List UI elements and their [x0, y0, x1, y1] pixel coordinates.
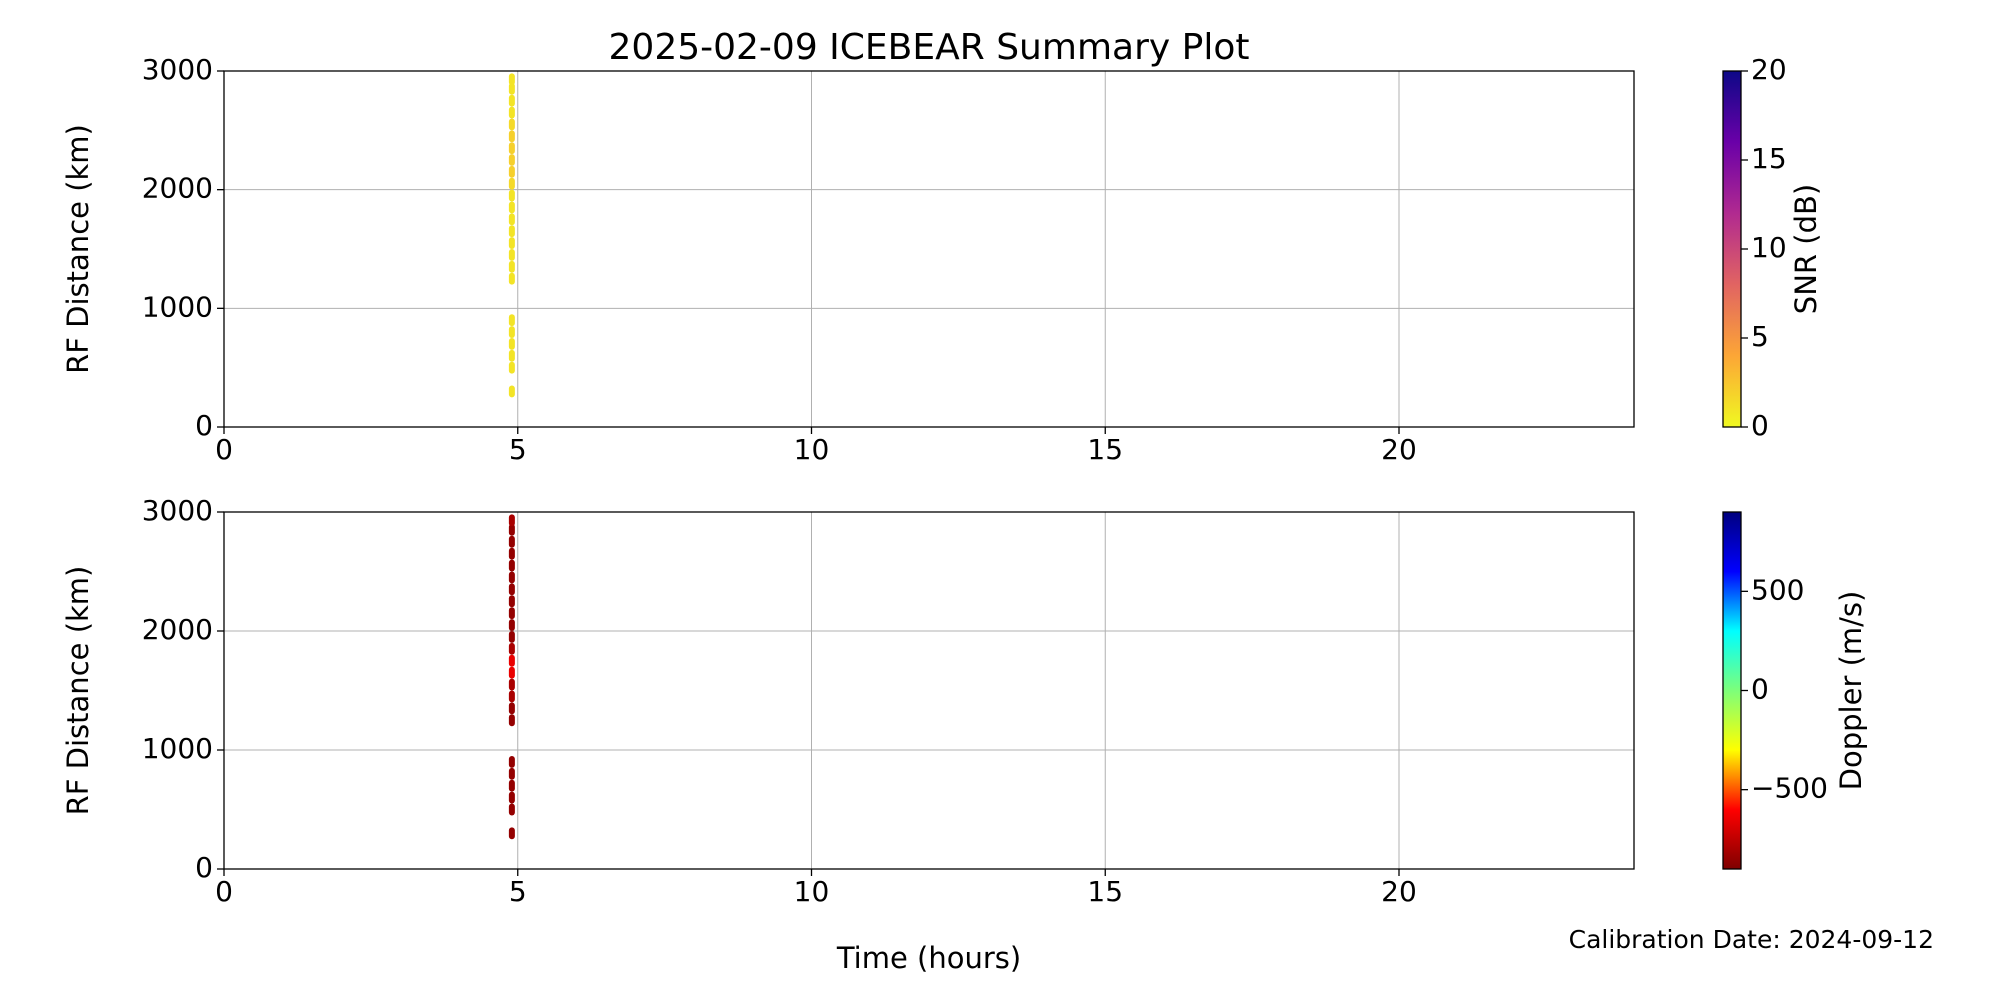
data-point	[508, 106, 515, 119]
data-point	[508, 142, 515, 155]
data-point	[508, 314, 515, 327]
data-point	[508, 523, 515, 536]
data-point	[508, 702, 515, 715]
y-tick-label: 3000	[142, 494, 213, 527]
colorbar-label: Doppler (m/s)	[1834, 591, 1868, 791]
data-point	[508, 326, 515, 338]
data-point	[508, 385, 515, 398]
data-point	[508, 571, 515, 584]
plot-frame	[223, 511, 1635, 870]
data-point	[508, 82, 515, 95]
data-point	[508, 535, 515, 548]
colorbar-tick-label: 20	[1751, 53, 1787, 86]
x-tick-label: 0	[215, 875, 233, 908]
data-point	[508, 607, 515, 620]
data-point	[508, 118, 515, 131]
y-tick-label: 0	[195, 851, 213, 884]
data-point	[508, 514, 515, 527]
data-point	[508, 779, 515, 792]
data-point	[508, 791, 515, 804]
colorbar-tick-label: 0	[1751, 673, 1769, 706]
data-point	[508, 559, 515, 572]
data-point	[508, 338, 515, 350]
data-point	[508, 177, 515, 190]
colorbar-tick-label: 10	[1751, 231, 1787, 264]
data-point	[508, 678, 515, 691]
data-point	[508, 714, 515, 727]
y-tick-label: 2000	[142, 172, 213, 205]
x-tick-label: 5	[509, 875, 527, 908]
x-tick-label: 5	[509, 433, 527, 466]
data-point	[508, 237, 515, 249]
y-tick-label: 1000	[142, 732, 213, 765]
data-point	[508, 755, 515, 768]
data-point	[508, 666, 515, 679]
x-tick-label: 0	[215, 433, 233, 466]
data-point	[508, 154, 515, 166]
colorbar	[1722, 70, 1742, 428]
data-point	[508, 690, 515, 703]
colorbar	[1722, 511, 1742, 870]
data-point	[508, 225, 515, 238]
data-point	[508, 260, 515, 273]
colorbar-tick-label: −500	[1751, 772, 1828, 805]
y-tick-label: 0	[195, 409, 213, 442]
colorbar-tick-label: 0	[1751, 409, 1769, 442]
data-point	[508, 631, 515, 643]
colorbar-tick-label: 500	[1751, 573, 1804, 606]
colorbar-label: SNR (dB)	[1789, 184, 1823, 314]
data-point	[508, 201, 515, 214]
y-tick-label: 2000	[142, 613, 213, 646]
x-tick-label: 20	[1381, 433, 1417, 466]
data-point	[508, 94, 515, 107]
data-point	[508, 642, 515, 655]
x-tick-label: 10	[794, 433, 830, 466]
y-axis-label: RF Distance (km)	[61, 124, 95, 374]
data-point	[508, 583, 515, 596]
x-tick-label: 15	[1087, 433, 1123, 466]
y-tick-label: 1000	[142, 290, 213, 323]
data-point	[508, 547, 515, 560]
y-axis-label: RF Distance (km)	[61, 566, 95, 816]
data-point	[508, 189, 515, 202]
data-point	[508, 165, 515, 178]
data-point	[508, 349, 515, 362]
plot-frame	[223, 70, 1635, 428]
colorbar-tick-label: 5	[1751, 320, 1769, 353]
x-axis-label: Time (hours)	[836, 941, 1021, 975]
annotation: Calibration Date: 2024-09-12	[1569, 925, 1934, 954]
y-tick-label: 3000	[142, 53, 213, 86]
data-point	[508, 595, 515, 608]
data-point	[508, 249, 515, 261]
data-point	[508, 213, 515, 226]
x-tick-label: 10	[794, 875, 830, 908]
data-point	[508, 130, 515, 143]
data-point	[508, 767, 515, 780]
data-point	[508, 619, 515, 631]
data-point	[508, 654, 515, 667]
x-tick-label: 15	[1087, 875, 1123, 908]
data-point	[508, 803, 515, 816]
colorbar-tick-label: 15	[1751, 142, 1787, 175]
data-point	[508, 73, 515, 86]
data-point	[508, 361, 515, 374]
chart-title: 2025-02-09 ICEBEAR Summary Plot	[609, 27, 1250, 68]
data-point	[508, 272, 515, 285]
data-point	[508, 827, 515, 840]
x-tick-label: 20	[1381, 875, 1417, 908]
